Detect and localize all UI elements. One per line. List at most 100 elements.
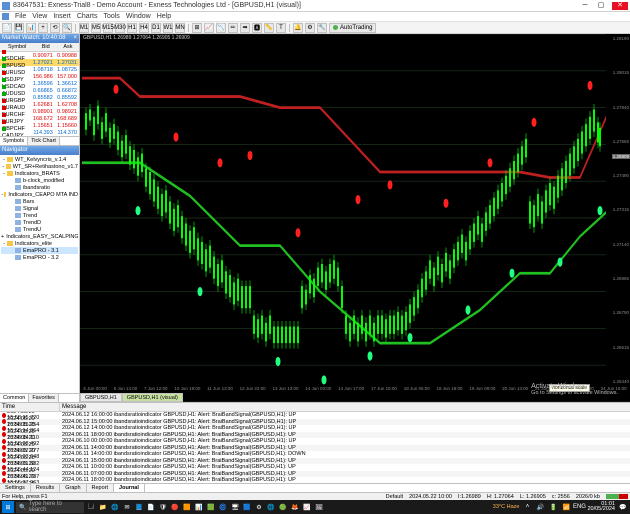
toolbar-btn-9[interactable]: M15: [103, 23, 113, 33]
chart-tab-1[interactable]: GBPUSD,H1 (visual): [122, 393, 183, 402]
nav-node[interactable]: Trend: [1, 212, 78, 219]
menu-insert[interactable]: Insert: [53, 13, 71, 20]
taskbar-app-3[interactable]: ✉: [122, 502, 132, 512]
taskbar-app-1[interactable]: 📁: [98, 502, 108, 512]
toolbar-btn-12[interactable]: H4: [139, 23, 149, 33]
nav-node[interactable]: ibandsratio: [1, 184, 78, 191]
mw-close-icon[interactable]: ×: [73, 35, 77, 42]
toolbar-btn-0[interactable]: 📄: [2, 23, 12, 33]
taskbar-app-7[interactable]: 🔴: [170, 502, 180, 512]
toolbar-btn-14[interactable]: W1: [163, 23, 173, 33]
tray-item-0[interactable]: ˄: [522, 502, 532, 512]
journal-row[interactable]: 2024.05.20 15:58:01.5822024.06.11 15:00:…: [0, 458, 630, 465]
toolbar-btn-4[interactable]: ⟲: [50, 23, 60, 33]
nav-node[interactable]: EmaPRO - 3.2: [1, 254, 78, 261]
journal-row[interactable]: 2024.05.20 15:58:14.1102024.06.11 18:00:…: [0, 432, 630, 439]
nav-node[interactable]: -WT_Kelvyncris_v.1.4: [1, 156, 78, 163]
toolbar-btn-20[interactable]: ✏: [228, 23, 238, 33]
nav-tab-common[interactable]: Common: [0, 394, 29, 402]
nav-node[interactable]: EmaPRO - 3.1: [1, 247, 78, 254]
nav-tab-fav[interactable]: Favorites: [29, 394, 59, 402]
nav-node[interactable]: Signal: [1, 205, 78, 212]
menu-window[interactable]: Window: [126, 13, 151, 20]
taskbar-app-10[interactable]: 🟩: [206, 502, 216, 512]
nav-node[interactable]: b-clock_modified: [1, 177, 78, 184]
taskbar-app-4[interactable]: 📘: [134, 502, 144, 512]
toolbar-btn-2[interactable]: 📊: [26, 23, 36, 33]
taskbar-app-17[interactable]: 🦊: [290, 502, 300, 512]
toolbar-btn-11[interactable]: H1: [127, 23, 137, 33]
journal-row[interactable]: 2024.05.20 15:58:07.2772024.06.11 14:00:…: [0, 445, 630, 452]
nav-node[interactable]: -Indicators_CEAPO MTA IND: [1, 191, 78, 198]
weather-widget[interactable]: 33°C Haze: [493, 504, 520, 510]
nav-node[interactable]: TrendU: [1, 226, 78, 233]
mw-tab-symbols[interactable]: Symbols: [0, 137, 28, 145]
nav-node[interactable]: Bars: [1, 198, 78, 205]
toolbar-btn-5[interactable]: 🔍: [62, 23, 72, 33]
journal-tab-graph[interactable]: Graph: [60, 484, 86, 492]
journal-row[interactable]: 2024.05.20 15:58:15.7202024.06.12 16:00:…: [0, 412, 630, 419]
journal-tab-report[interactable]: Report: [87, 484, 115, 492]
taskbar-app-8[interactable]: 🟧: [182, 502, 192, 512]
menu-view[interactable]: View: [32, 13, 47, 20]
toolbar-btn-1[interactable]: 💾: [14, 23, 24, 33]
menu-file[interactable]: File: [15, 13, 26, 20]
taskbar-app-11[interactable]: 🌀: [218, 502, 228, 512]
toolbar-btn-15[interactable]: MN: [175, 23, 185, 33]
taskbar-app-9[interactable]: 📊: [194, 502, 204, 512]
mw-tab-tick[interactable]: Tick Chart: [28, 137, 60, 145]
toolbar-btn-8[interactable]: M5: [91, 23, 101, 33]
toolbar-btn-24[interactable]: T: [276, 23, 286, 33]
chart-tab-0[interactable]: GBPUSD,H1: [80, 393, 122, 402]
taskbar-app-14[interactable]: ⚙: [254, 502, 264, 512]
mw-row-CADJPY[interactable]: CADJPY 114.393114.370: [0, 129, 79, 136]
minimize-button[interactable]: ─: [580, 2, 590, 10]
toolbar-btn-28[interactable]: 🔧: [317, 23, 327, 33]
journal-row[interactable]: 2024.05.20 15:55:44.1242024.06.11 10:00:…: [0, 464, 630, 471]
toolbar-btn-19[interactable]: 📉: [216, 23, 226, 33]
journal-row[interactable]: 2024.05.20 15:58:15.2542024.06.12 15:00:…: [0, 419, 630, 426]
taskbar-app-15[interactable]: 🌐: [266, 502, 276, 512]
journal-row[interactable]: 2024.05.20 15:58:08.4922024.06.10 00:00:…: [0, 438, 630, 445]
taskbar-app-16[interactable]: 🟢: [278, 502, 288, 512]
maximize-button[interactable]: ▢: [596, 2, 606, 10]
toolbar-btn-26[interactable]: 🔔: [293, 23, 303, 33]
price-chart[interactable]: 1.281901.280151.278401.276651.274901.273…: [80, 34, 630, 402]
autotrading-button[interactable]: AutoTrading: [329, 23, 376, 33]
start-button[interactable]: ⊞: [2, 501, 14, 513]
taskbar-clock[interactable]: 01:01 20/05/2024: [587, 502, 615, 513]
taskbar-app-6[interactable]: 🛡: [158, 502, 168, 512]
journal-row[interactable]: 2024.05.20 15:55:41.7872024.06.11 07:00:…: [0, 471, 630, 478]
taskbar-search[interactable]: 🔍 Type here to search: [16, 502, 84, 513]
journal-tab-settings[interactable]: Settings: [0, 484, 31, 492]
toolbar-btn-10[interactable]: M30: [115, 23, 125, 33]
taskbar-app-5[interactable]: 📄: [146, 502, 156, 512]
tray-item-2[interactable]: 🔋: [548, 502, 558, 512]
toolbar-btn-23[interactable]: 📏: [264, 23, 274, 33]
journal-row[interactable]: 2024.05.20 15:58:03.6482024.06.11 14:00:…: [0, 451, 630, 458]
tray-item-3[interactable]: 📶: [561, 502, 571, 512]
toolbar-btn-27[interactable]: ⚙: [305, 23, 315, 33]
toolbar-btn-13[interactable]: D1: [151, 23, 161, 33]
taskbar-app-13[interactable]: 🟦: [242, 502, 252, 512]
notifications-icon[interactable]: 💬: [618, 502, 628, 512]
journal-row[interactable]: 2024.05.20 15:58:14.8642024.06.12 14:00:…: [0, 425, 630, 432]
toolbar-btn-18[interactable]: 📈: [204, 23, 214, 33]
nav-node[interactable]: TrendD: [1, 219, 78, 226]
nav-node[interactable]: -Indicators_BRATS: [1, 170, 78, 177]
nav-node[interactable]: -Indicators_elite: [1, 240, 78, 247]
tray-item-1[interactable]: 🔊: [535, 502, 545, 512]
menu-help[interactable]: Help: [157, 13, 171, 20]
menu-tools[interactable]: Tools: [103, 13, 119, 20]
taskbar-app-19[interactable]: 🖼: [314, 502, 324, 512]
toolbar-btn-3[interactable]: +: [38, 23, 48, 33]
toolbar-btn-17[interactable]: ⊞: [192, 23, 202, 33]
toolbar-btn-21[interactable]: ➡: [240, 23, 250, 33]
nav-node[interactable]: -WT_SR+Retihastono_v1.7: [1, 163, 78, 170]
toolbar-btn-22[interactable]: 🅰: [252, 23, 262, 33]
close-button[interactable]: ✕: [612, 2, 628, 10]
taskbar-app-12[interactable]: 🖥: [230, 502, 240, 512]
taskbar-app-18[interactable]: 📈: [302, 502, 312, 512]
journal-tab-journal[interactable]: Journal: [114, 484, 145, 492]
taskbar-app-2[interactable]: 🌐: [110, 502, 120, 512]
